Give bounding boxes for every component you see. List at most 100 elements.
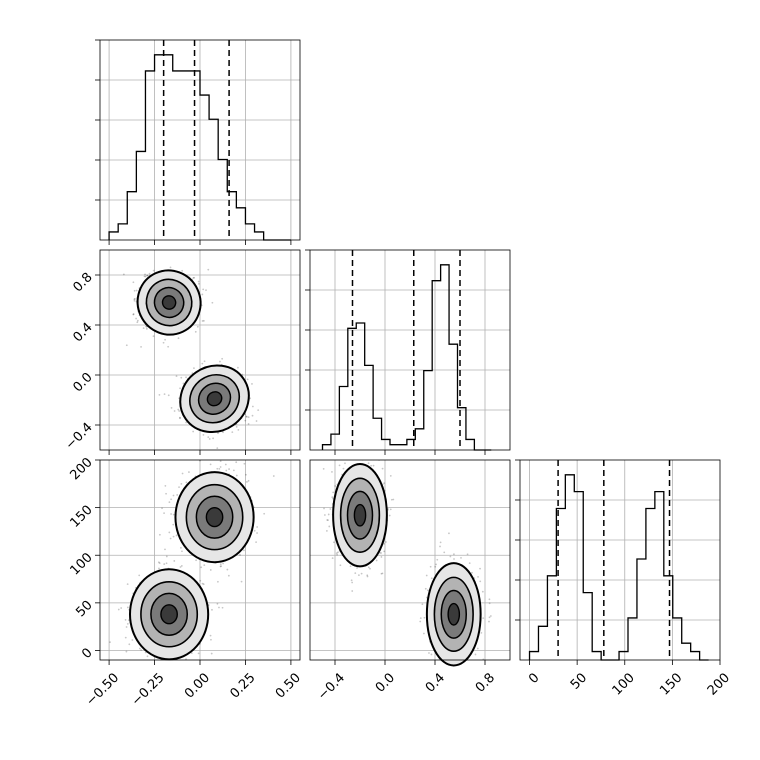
scatter-point [178, 667, 180, 669]
scatter-point [190, 652, 193, 655]
scatter-point [222, 562, 225, 565]
scatter-point [163, 563, 166, 565]
scatter-point [245, 473, 247, 476]
scatter-point [181, 550, 183, 553]
scatter-point [220, 565, 222, 568]
scatter-point [225, 469, 228, 472]
scatter-point [224, 463, 227, 466]
scatter-point [358, 574, 360, 577]
scatter-point [145, 325, 147, 328]
scatter-point [185, 481, 188, 484]
scatter-point [246, 378, 249, 381]
scatter-point [218, 606, 220, 609]
scatter-point [126, 583, 129, 585]
scatter-point [339, 564, 342, 567]
scatter-point [162, 673, 164, 675]
scatter-point [257, 409, 260, 412]
scatter-point [325, 530, 328, 532]
scatter-point [146, 655, 149, 658]
scatter-point [381, 572, 384, 575]
scatter-point [132, 313, 135, 316]
scatter-point [216, 602, 219, 605]
scatter-point [210, 652, 213, 655]
scatter-point [152, 269, 155, 272]
scatter-point [165, 562, 168, 565]
scatter-point [165, 664, 167, 666]
scatter-point [209, 634, 212, 637]
scatter-point [154, 666, 156, 668]
scatter-point [367, 462, 370, 465]
scatter-point [239, 554, 241, 556]
scatter-point [231, 431, 234, 434]
scatter-x1-vs-x0 [99, 249, 301, 451]
scatter-point [147, 661, 149, 663]
scatter-point [152, 335, 155, 338]
scatter-point [167, 345, 170, 348]
scatter-point [203, 360, 206, 363]
scatter-point [195, 559, 198, 562]
scatter-point [192, 430, 195, 433]
scatter-point [235, 474, 238, 477]
scatter-point [172, 523, 175, 526]
scatter-point [206, 660, 208, 662]
scatter-point [164, 484, 167, 487]
scatter-point [181, 269, 184, 272]
scatter-point [202, 434, 205, 436]
scatter-point [158, 567, 160, 570]
scatter-point [140, 649, 143, 651]
scatter-point [235, 461, 238, 464]
scatter-point [202, 288, 205, 291]
scatter-point [201, 362, 204, 365]
scatter-point [193, 367, 195, 370]
scatter-point [144, 275, 147, 278]
scatter-point [165, 492, 167, 495]
scatter-point [185, 680, 187, 682]
scatter-point [219, 360, 221, 363]
scatter-point [109, 641, 111, 644]
scatter-point [165, 555, 168, 558]
scatter-point [245, 415, 248, 418]
scatter-point [380, 556, 383, 558]
scatter-point [197, 652, 200, 655]
scatter-point [354, 572, 357, 575]
scatter-point [173, 410, 176, 412]
scatter-point [216, 467, 219, 470]
scatter-point [207, 268, 210, 271]
scatter-point [219, 565, 222, 568]
scatter-point [172, 535, 175, 538]
scatter-point [158, 562, 161, 565]
scatter-point [138, 647, 141, 650]
scatter-point [144, 273, 146, 276]
scatter-point [251, 414, 254, 417]
scatter-point [200, 566, 203, 569]
scatter-point [380, 552, 382, 554]
scatter-point [246, 481, 248, 483]
scatter-point [338, 464, 341, 467]
scatter-point [126, 622, 129, 625]
scatter-point [170, 513, 172, 515]
scatter-point [337, 551, 339, 554]
scatter-point [380, 572, 383, 575]
scatter-point [323, 514, 326, 516]
scatter-point [120, 607, 123, 609]
scatter-point [122, 273, 125, 276]
scatter-point [218, 468, 221, 470]
scatter-point [197, 282, 200, 285]
scatter-point [133, 299, 136, 302]
scatter-point [163, 512, 165, 515]
scatter-point [331, 557, 334, 560]
scatter-point [173, 560, 176, 562]
scatter-point [208, 438, 211, 440]
scatter-point [188, 471, 190, 473]
scatter-point [179, 566, 182, 568]
scatter-point [143, 275, 146, 278]
scatter-point [180, 483, 183, 485]
scatter-point [256, 532, 258, 534]
scatter-point [202, 319, 205, 322]
scatter-point [199, 579, 202, 582]
scatter-point [192, 277, 195, 279]
scatter-point [194, 669, 196, 671]
scatter-x2-vs-x1 [309, 459, 511, 667]
histogram-x2 [515, 459, 721, 661]
scatter-point [125, 626, 128, 628]
